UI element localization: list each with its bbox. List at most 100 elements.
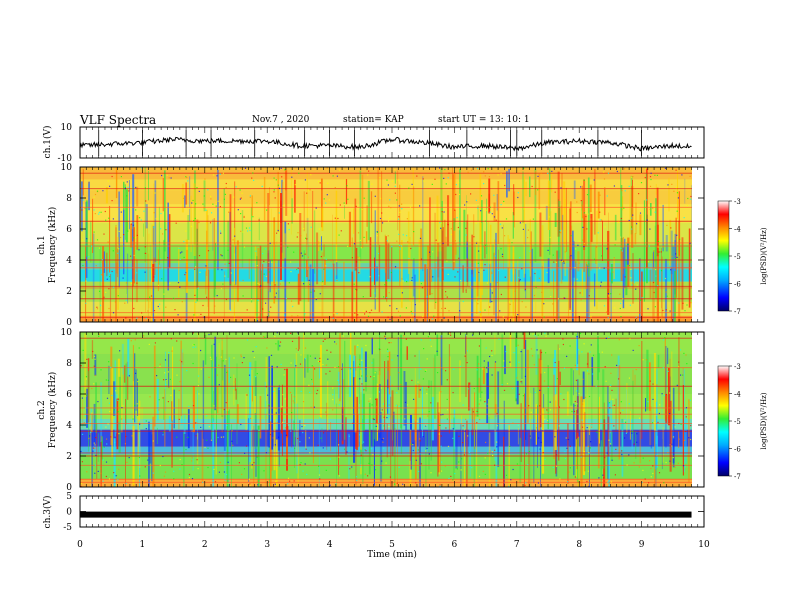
spectrogram-band bbox=[80, 429, 692, 447]
spectrogram-streak bbox=[332, 263, 335, 322]
spectrogram-streak bbox=[537, 405, 538, 468]
spectrogram-speckle bbox=[483, 360, 485, 362]
spectrogram-speckle bbox=[297, 349, 299, 351]
spectrogram-streak bbox=[571, 225, 573, 285]
spectrogram-streak bbox=[508, 425, 510, 487]
spectrogram-speckle bbox=[687, 197, 689, 200]
spectrogram-speckle bbox=[323, 268, 325, 270]
spectrogram-speckle bbox=[468, 451, 470, 453]
spectrogram-streak bbox=[157, 249, 159, 292]
spectrogram-streak bbox=[541, 225, 544, 318]
spectrogram-streak bbox=[326, 402, 328, 450]
spectrogram-speckle bbox=[217, 200, 219, 202]
y-tick-label: 10 bbox=[61, 123, 73, 133]
spectrogram-streak bbox=[563, 181, 566, 245]
spectrogram-speckle bbox=[263, 260, 265, 263]
spectrogram-streak bbox=[521, 349, 523, 385]
spectrogram-speckle bbox=[450, 334, 452, 336]
spectrogram-streak bbox=[377, 374, 379, 388]
spectrogram-speckle bbox=[367, 475, 369, 477]
spectrogram-streak bbox=[480, 175, 481, 244]
spectrogram-streak bbox=[655, 401, 658, 444]
spectrogram-streak bbox=[564, 199, 567, 277]
spectrogram-speckle bbox=[153, 212, 155, 214]
spectrogram-streak bbox=[384, 234, 386, 273]
spectrogram-speckle bbox=[398, 466, 400, 468]
spectrogram-speckle bbox=[475, 222, 477, 224]
spectrogram-streak bbox=[503, 400, 505, 487]
spectrogram-speckle bbox=[230, 272, 232, 274]
spectrogram-streak bbox=[535, 404, 537, 445]
spectrogram-streak bbox=[334, 389, 335, 405]
spectrogram-streak bbox=[321, 178, 323, 228]
spectrogram-speckle bbox=[556, 378, 558, 380]
spectrogram-speckle bbox=[534, 391, 536, 393]
spectrogram-streak bbox=[434, 212, 436, 310]
colorbar-labels: -3-4-5-6-7log(PSD)(V²/Hz)-3-4-5-6-7log(P… bbox=[729, 198, 768, 481]
spectrogram-speckle bbox=[608, 295, 610, 297]
spectrogram-speckle bbox=[387, 184, 389, 186]
spectrogram-speckle bbox=[179, 468, 181, 470]
spectrogram-speckle bbox=[653, 291, 655, 294]
spectrogram-speckle bbox=[209, 356, 212, 358]
spectrogram-speckle bbox=[136, 403, 138, 405]
spectrogram-speckle bbox=[302, 431, 304, 434]
spectrogram-speckle bbox=[82, 425, 84, 427]
spectrogram-speckle bbox=[282, 421, 284, 423]
spectrogram-speckle bbox=[374, 372, 376, 374]
spectrogram-speckle bbox=[567, 481, 569, 483]
spectrogram-streak bbox=[397, 337, 399, 391]
spectrogram-speckle bbox=[588, 452, 590, 454]
spectrogram-speckle bbox=[620, 401, 622, 403]
spectrogram-speckle bbox=[636, 441, 638, 443]
spectrogram-streak bbox=[488, 432, 491, 487]
spectrogram-speckle bbox=[289, 186, 291, 188]
spectrogram-streak bbox=[235, 388, 237, 400]
spectrogram-streak bbox=[277, 439, 279, 487]
spectrogram-speckle bbox=[322, 447, 324, 449]
spectrogram-speckle bbox=[239, 189, 241, 191]
spectrogram-speckle bbox=[308, 384, 310, 386]
spectrogram-streak bbox=[348, 433, 350, 481]
spectrogram-speckle bbox=[624, 276, 626, 278]
spectrogram-streak bbox=[269, 409, 270, 487]
spectrogram-streak bbox=[150, 260, 153, 322]
spectrogram-speckle bbox=[115, 171, 118, 173]
spectrogram-streak bbox=[368, 402, 371, 475]
spectrogram-speckle bbox=[443, 317, 445, 319]
spectrogram-speckle bbox=[98, 213, 100, 215]
spectrogram-speckle bbox=[394, 185, 396, 187]
spectrogram-speckle bbox=[88, 182, 90, 184]
spectrogram-speckle bbox=[368, 400, 370, 402]
spectrogram-speckle bbox=[517, 424, 519, 426]
spectrogram-speckle bbox=[233, 196, 235, 198]
spectrogram-speckle bbox=[684, 466, 686, 468]
spectrogram-speckle bbox=[539, 448, 541, 450]
spectrogram-speckle bbox=[621, 250, 623, 252]
spectrogram-speckle bbox=[266, 347, 268, 349]
spectrogram-speckle bbox=[310, 291, 312, 293]
spectrogram-streak bbox=[105, 187, 108, 204]
spectrogram-speckle bbox=[543, 380, 546, 382]
spectrogram-speckle bbox=[661, 393, 663, 395]
spectrogram-streak bbox=[126, 361, 129, 400]
spectrogram-speckle bbox=[507, 318, 509, 320]
spectrogram-speckle bbox=[147, 310, 149, 312]
spectrogram-speckle bbox=[517, 196, 519, 199]
spectrogram-streak bbox=[414, 368, 416, 422]
spectrogram-speckle bbox=[686, 304, 688, 306]
spectrogram-speckle bbox=[225, 298, 228, 301]
spectrogram-speckle bbox=[425, 450, 427, 452]
spectrogram-speckle bbox=[96, 308, 99, 310]
spectrogram-speckle bbox=[94, 472, 96, 474]
spectrogram-speckle bbox=[485, 347, 487, 349]
spectrogram-speckle bbox=[671, 183, 673, 185]
spectrogram-speckle bbox=[350, 368, 352, 370]
spectrogram-speckle bbox=[591, 368, 593, 370]
spectrogram-speckle bbox=[197, 375, 200, 377]
spectrogram-speckle bbox=[221, 269, 223, 271]
spectrogram-streak bbox=[306, 171, 308, 270]
spectrogram-speckle bbox=[248, 227, 250, 229]
spectrogram-speckle bbox=[162, 397, 164, 399]
spectrogram-speckle bbox=[113, 409, 115, 411]
